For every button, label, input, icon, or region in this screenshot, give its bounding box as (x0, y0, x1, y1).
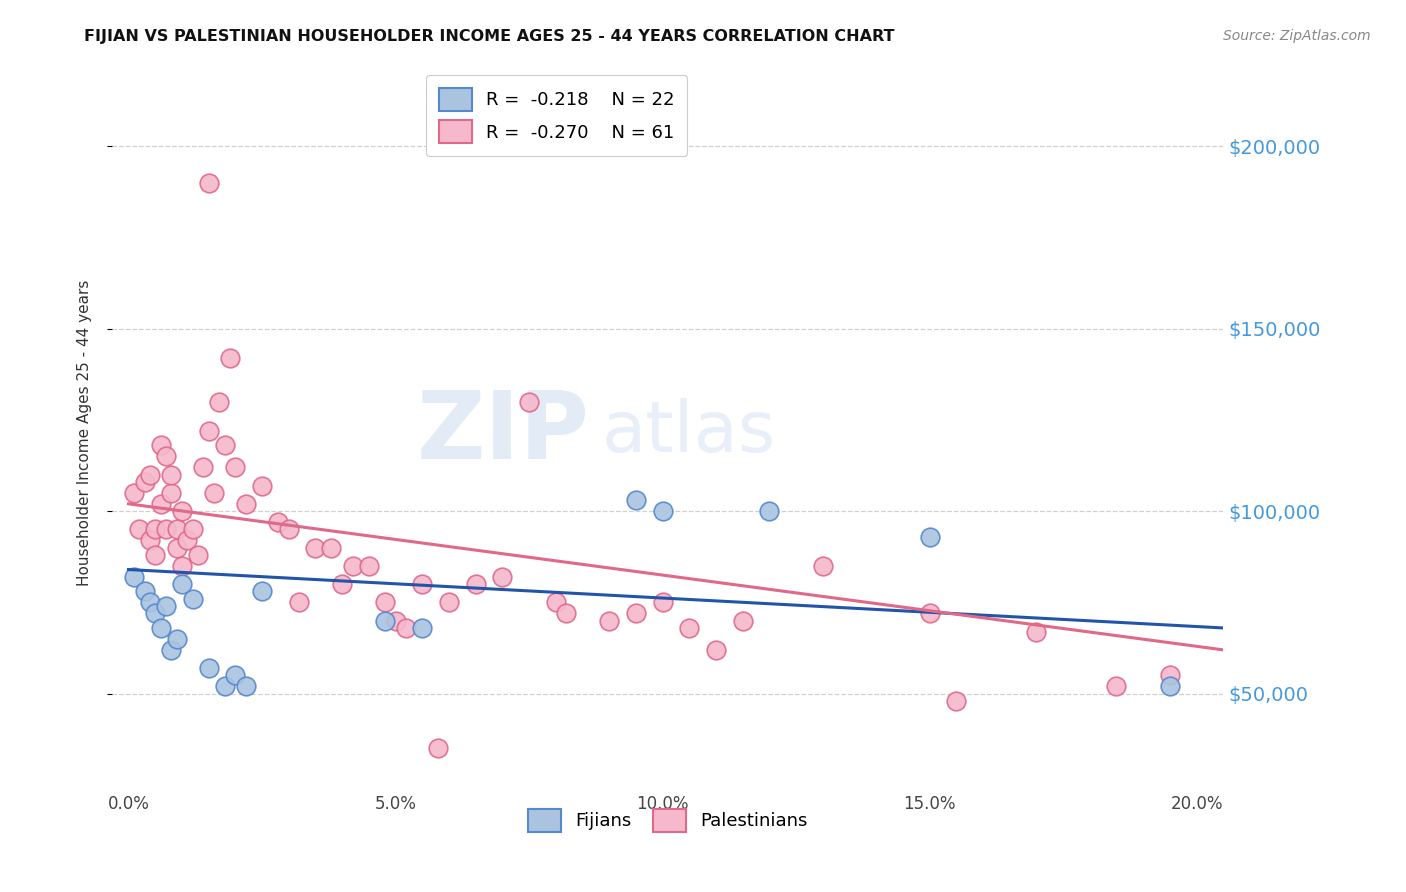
Point (193, 460, 215, 475)
Text: ZIP: ZIP (418, 386, 591, 479)
Point (202, 486, 225, 500)
Point (170, 504, 193, 518)
Point (704, 643, 727, 657)
Point (678, 621, 700, 635)
Y-axis label: Householder Income Ages 25 - 44 years: Householder Income Ages 25 - 44 years (77, 279, 91, 586)
Point (197, 176, 219, 190)
Point (758, 504, 780, 518)
Point (134, 584, 156, 599)
Point (224, 668, 246, 682)
Point (143, 548, 166, 562)
Point (411, 621, 433, 635)
Point (170, 558, 193, 573)
Point (160, 643, 183, 657)
Point (224, 460, 246, 475)
Point (374, 595, 396, 609)
Point (651, 595, 673, 609)
Point (235, 679, 257, 693)
Point (187, 548, 209, 562)
Point (342, 558, 364, 573)
Point (330, 577, 353, 591)
Point (122, 486, 145, 500)
Point (437, 595, 460, 609)
Text: atlas: atlas (602, 398, 776, 467)
Point (811, 558, 834, 573)
Point (598, 614, 620, 628)
Point (170, 577, 193, 591)
Point (149, 438, 172, 452)
Point (149, 621, 172, 635)
Point (235, 497, 257, 511)
Point (918, 530, 941, 544)
Point (427, 741, 450, 756)
Point (143, 522, 166, 536)
Point (731, 614, 754, 628)
Point (304, 541, 326, 555)
Point (160, 467, 183, 482)
Point (321, 541, 343, 555)
Point (384, 614, 406, 628)
Point (166, 632, 188, 646)
Point (357, 558, 380, 573)
Point (197, 661, 219, 675)
Point (166, 541, 188, 555)
Legend: Fijians, Palestinians: Fijians, Palestinians (522, 802, 814, 839)
Point (374, 614, 396, 628)
Point (491, 570, 513, 584)
Point (122, 570, 145, 584)
Point (1105, 679, 1128, 693)
Point (624, 607, 647, 621)
Point (945, 694, 967, 708)
Point (1159, 668, 1181, 682)
Point (624, 493, 647, 508)
Point (1025, 624, 1047, 639)
Point (219, 351, 242, 365)
Point (149, 497, 172, 511)
Point (464, 577, 486, 591)
Point (208, 394, 231, 409)
Point (544, 595, 567, 609)
Point (651, 504, 673, 518)
Point (139, 533, 162, 548)
Point (517, 394, 540, 409)
Point (395, 621, 418, 635)
Point (555, 607, 578, 621)
Point (166, 522, 188, 536)
Point (181, 591, 204, 606)
Point (134, 475, 156, 489)
Text: FIJIAN VS PALESTINIAN HOUSEHOLDER INCOME AGES 25 - 44 YEARS CORRELATION CHART: FIJIAN VS PALESTINIAN HOUSEHOLDER INCOME… (84, 29, 894, 44)
Point (267, 515, 290, 529)
Point (250, 478, 273, 492)
Point (214, 438, 236, 452)
Point (160, 486, 183, 500)
Point (1159, 679, 1181, 693)
Point (288, 595, 311, 609)
Text: Source: ZipAtlas.com: Source: ZipAtlas.com (1223, 29, 1371, 43)
Point (277, 522, 299, 536)
Point (250, 584, 273, 599)
Point (411, 577, 433, 591)
Point (155, 450, 177, 464)
Point (128, 522, 150, 536)
Point (214, 679, 236, 693)
Point (139, 595, 162, 609)
Point (155, 522, 177, 536)
Point (143, 607, 166, 621)
Point (197, 424, 219, 438)
Point (181, 522, 204, 536)
Point (155, 599, 177, 613)
Point (139, 467, 162, 482)
Point (176, 533, 198, 548)
Point (918, 607, 941, 621)
